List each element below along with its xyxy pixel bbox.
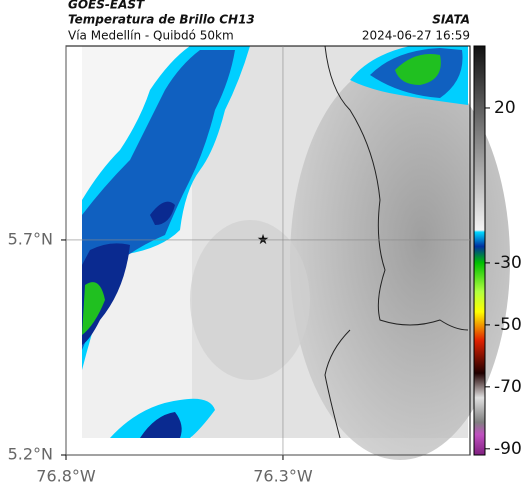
satellite: GOES-EAST — [68, 0, 145, 12]
datetime: 2024-06-27 16:59 — [362, 29, 470, 43]
colorbar-label: -90 — [494, 439, 522, 459]
lon-label: 76.8°W — [36, 467, 96, 486]
colorbar-label: -50 — [494, 315, 522, 335]
colorbar-label: -30 — [494, 253, 522, 273]
lon-label: 76.3°W — [253, 467, 313, 486]
imagery: ★ — [82, 45, 510, 460]
colorbar-label: -70 — [494, 377, 522, 397]
region: Vía Medellín - Quibdó 50km — [68, 29, 234, 43]
lat-label: 5.7°N — [8, 229, 53, 248]
lat-label: 5.2°N — [8, 445, 53, 464]
colorbar-label: 20 — [494, 98, 516, 118]
colorbar — [473, 45, 486, 456]
product: Temperatura de Brillo CH13 — [68, 13, 255, 27]
source: SIATA — [432, 13, 470, 27]
